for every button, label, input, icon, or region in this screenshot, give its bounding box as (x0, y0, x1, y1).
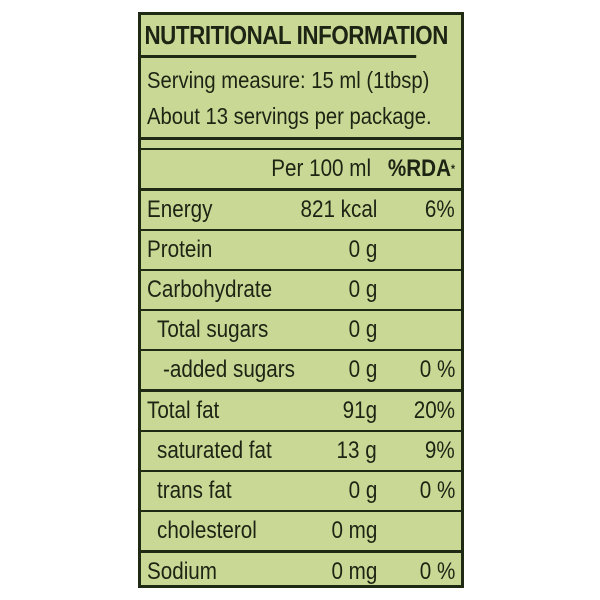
nutrient-rda: 0 % (419, 477, 455, 504)
serving-info: Serving measure: 15 ml (1tbsp) About 13 … (141, 58, 461, 140)
per-100ml-header: Per 100 ml (271, 155, 371, 182)
nutrient-value: 0 mg (331, 517, 377, 544)
nutrient-name: trans fat (157, 477, 232, 504)
nutrient-row-saturated-fat: saturated fat 13 g 9% (141, 432, 461, 472)
nutrient-value: 13 g (336, 437, 377, 464)
nutrient-value: 0 mg (331, 558, 377, 585)
serving-measure: Serving measure: 15 ml (1tbsp) (147, 67, 430, 93)
nutrient-row-total-sugars: Total sugars 0 g (141, 311, 461, 351)
nutrient-value: 0 g (348, 236, 377, 263)
header-spacer (141, 140, 461, 150)
label-title: NUTRITIONAL INFORMATION (141, 15, 448, 58)
nutrient-value: 0 g (348, 356, 377, 383)
nutrient-rda: 20% (413, 397, 455, 424)
nutrient-name: Total sugars (157, 316, 269, 343)
nutrient-rda: 0 % (419, 356, 455, 383)
nutrient-row-trans-fat: trans fat 0 g 0 % (141, 472, 461, 512)
nutrient-name: Total fat (147, 397, 220, 424)
nutrient-name: cholesterol (157, 517, 257, 544)
nutrient-name: saturated fat (157, 437, 272, 464)
nutrient-row-cholesterol: cholesterol 0 mg (141, 512, 461, 553)
nutrient-value: 0 g (348, 477, 377, 504)
nutrient-rda: 6% (425, 196, 455, 223)
nutrient-row-energy: Energy 821 kcal 6% (141, 191, 461, 231)
nutrient-row-added-sugars: -added sugars 0 g 0 % (141, 351, 461, 392)
nutrition-label: NUTRITIONAL INFORMATION Serving measure:… (138, 12, 464, 588)
nutrient-name: Energy (147, 196, 213, 223)
nutrient-name: Sodium (147, 558, 217, 585)
nutrient-name: Protein (147, 236, 213, 263)
rda-header: %RDA* (387, 155, 455, 182)
nutrient-row-total-fat: Total fat 91g 20% (141, 392, 461, 432)
nutrient-row-carbohydrate: Carbohydrate 0 g (141, 271, 461, 311)
servings-per-package: About 13 servings per package. (147, 103, 432, 129)
nutrient-name: Carbohydrate (147, 276, 273, 303)
nutrient-value: 821 kcal (300, 196, 377, 223)
nutrient-rda: 9% (425, 437, 455, 464)
nutrient-row-sodium: Sodium 0 mg 0 % (141, 553, 461, 585)
nutrient-row-protein: Protein 0 g (141, 231, 461, 271)
nutrient-value: 0 g (348, 316, 377, 343)
column-header-row: Per 100 ml %RDA* (141, 150, 461, 191)
nutrient-name: -added sugars (163, 356, 295, 383)
nutrient-rda: 0 % (419, 558, 455, 585)
rda-footnote-marker: * (450, 162, 455, 176)
nutrient-value: 0 g (348, 276, 377, 303)
nutrient-value: 91g (342, 397, 377, 424)
